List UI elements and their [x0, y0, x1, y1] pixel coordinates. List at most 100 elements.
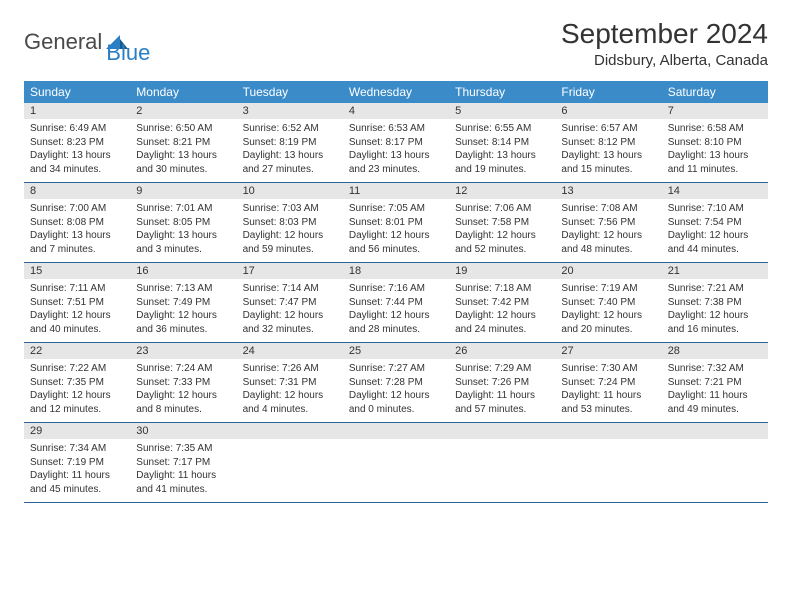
calendar-cell: 19Sunrise: 7:18 AMSunset: 7:42 PMDayligh…	[449, 263, 555, 343]
day-details: Sunrise: 7:01 AMSunset: 8:05 PMDaylight:…	[130, 199, 236, 262]
calendar-cell: 12Sunrise: 7:06 AMSunset: 7:58 PMDayligh…	[449, 183, 555, 263]
calendar-cell: 27Sunrise: 7:30 AMSunset: 7:24 PMDayligh…	[555, 343, 661, 423]
calendar-cell: 8Sunrise: 7:00 AMSunset: 8:08 PMDaylight…	[24, 183, 130, 263]
day-details: Sunrise: 7:21 AMSunset: 7:38 PMDaylight:…	[662, 279, 768, 342]
day-number: 20	[555, 263, 661, 279]
calendar-cell: 23Sunrise: 7:24 AMSunset: 7:33 PMDayligh…	[130, 343, 236, 423]
calendar-cell: 22Sunrise: 7:22 AMSunset: 7:35 PMDayligh…	[24, 343, 130, 423]
day-number: 8	[24, 183, 130, 199]
calendar-cell: 11Sunrise: 7:05 AMSunset: 8:01 PMDayligh…	[343, 183, 449, 263]
location: Didsbury, Alberta, Canada	[561, 52, 768, 69]
day-number: 10	[237, 183, 343, 199]
day-details: Sunrise: 7:18 AMSunset: 7:42 PMDaylight:…	[449, 279, 555, 342]
day-details: Sunrise: 6:49 AMSunset: 8:23 PMDaylight:…	[24, 119, 130, 182]
calendar-cell: 24Sunrise: 7:26 AMSunset: 7:31 PMDayligh…	[237, 343, 343, 423]
calendar-cell: 28Sunrise: 7:32 AMSunset: 7:21 PMDayligh…	[662, 343, 768, 423]
day-details: Sunrise: 7:30 AMSunset: 7:24 PMDaylight:…	[555, 359, 661, 422]
month-title: September 2024	[561, 18, 768, 50]
day-details: Sunrise: 6:53 AMSunset: 8:17 PMDaylight:…	[343, 119, 449, 182]
day-details: Sunrise: 7:35 AMSunset: 7:17 PMDaylight:…	[130, 439, 236, 502]
calendar-cell: 2Sunrise: 6:50 AMSunset: 8:21 PMDaylight…	[130, 103, 236, 183]
calendar-cell	[449, 423, 555, 503]
logo: General Blue	[24, 18, 150, 66]
calendar-cell: 6Sunrise: 6:57 AMSunset: 8:12 PMDaylight…	[555, 103, 661, 183]
day-number: 5	[449, 103, 555, 119]
calendar-table: SundayMondayTuesdayWednesdayThursdayFrid…	[24, 81, 768, 503]
day-number: 23	[130, 343, 236, 359]
day-details: Sunrise: 7:11 AMSunset: 7:51 PMDaylight:…	[24, 279, 130, 342]
day-number: 22	[24, 343, 130, 359]
day-details: Sunrise: 7:26 AMSunset: 7:31 PMDaylight:…	[237, 359, 343, 422]
day-details: Sunrise: 7:10 AMSunset: 7:54 PMDaylight:…	[662, 199, 768, 262]
weekday-header: Sunday	[24, 81, 130, 103]
day-number: 16	[130, 263, 236, 279]
day-number: 1	[24, 103, 130, 119]
day-number: 30	[130, 423, 236, 439]
calendar-cell: 14Sunrise: 7:10 AMSunset: 7:54 PMDayligh…	[662, 183, 768, 263]
weekday-header: Thursday	[449, 81, 555, 103]
day-number: 17	[237, 263, 343, 279]
day-number: 12	[449, 183, 555, 199]
day-details: Sunrise: 7:27 AMSunset: 7:28 PMDaylight:…	[343, 359, 449, 422]
calendar-cell: 20Sunrise: 7:19 AMSunset: 7:40 PMDayligh…	[555, 263, 661, 343]
day-number: 29	[24, 423, 130, 439]
calendar-row: 1Sunrise: 6:49 AMSunset: 8:23 PMDaylight…	[24, 103, 768, 183]
day-number: 25	[343, 343, 449, 359]
day-details: Sunrise: 7:03 AMSunset: 8:03 PMDaylight:…	[237, 199, 343, 262]
day-number: 18	[343, 263, 449, 279]
day-details: Sunrise: 7:24 AMSunset: 7:33 PMDaylight:…	[130, 359, 236, 422]
day-details: Sunrise: 6:57 AMSunset: 8:12 PMDaylight:…	[555, 119, 661, 182]
day-number: 13	[555, 183, 661, 199]
day-number: 19	[449, 263, 555, 279]
header: General Blue September 2024 Didsbury, Al…	[24, 18, 768, 69]
calendar-cell: 30Sunrise: 7:35 AMSunset: 7:17 PMDayligh…	[130, 423, 236, 503]
weekday-header: Monday	[130, 81, 236, 103]
weekday-header: Saturday	[662, 81, 768, 103]
day-details: Sunrise: 7:14 AMSunset: 7:47 PMDaylight:…	[237, 279, 343, 342]
calendar-cell: 18Sunrise: 7:16 AMSunset: 7:44 PMDayligh…	[343, 263, 449, 343]
day-details: Sunrise: 7:34 AMSunset: 7:19 PMDaylight:…	[24, 439, 130, 502]
day-number: 4	[343, 103, 449, 119]
day-number: 2	[130, 103, 236, 119]
weekday-header: Friday	[555, 81, 661, 103]
calendar-cell	[662, 423, 768, 503]
weekday-header: Tuesday	[237, 81, 343, 103]
calendar-cell: 16Sunrise: 7:13 AMSunset: 7:49 PMDayligh…	[130, 263, 236, 343]
day-number: 11	[343, 183, 449, 199]
day-number: 26	[449, 343, 555, 359]
day-number: 6	[555, 103, 661, 119]
calendar-cell: 4Sunrise: 6:53 AMSunset: 8:17 PMDaylight…	[343, 103, 449, 183]
day-details: Sunrise: 6:50 AMSunset: 8:21 PMDaylight:…	[130, 119, 236, 182]
day-number: 27	[555, 343, 661, 359]
calendar-row: 8Sunrise: 7:00 AMSunset: 8:08 PMDaylight…	[24, 183, 768, 263]
day-details: Sunrise: 7:32 AMSunset: 7:21 PMDaylight:…	[662, 359, 768, 422]
calendar-body: 1Sunrise: 6:49 AMSunset: 8:23 PMDaylight…	[24, 103, 768, 503]
calendar-cell: 5Sunrise: 6:55 AMSunset: 8:14 PMDaylight…	[449, 103, 555, 183]
calendar-cell: 9Sunrise: 7:01 AMSunset: 8:05 PMDaylight…	[130, 183, 236, 263]
calendar-cell: 29Sunrise: 7:34 AMSunset: 7:19 PMDayligh…	[24, 423, 130, 503]
calendar-cell: 7Sunrise: 6:58 AMSunset: 8:10 PMDaylight…	[662, 103, 768, 183]
weekday-header: Wednesday	[343, 81, 449, 103]
day-number: 9	[130, 183, 236, 199]
weekday-header-row: SundayMondayTuesdayWednesdayThursdayFrid…	[24, 81, 768, 103]
calendar-cell	[343, 423, 449, 503]
day-details: Sunrise: 7:19 AMSunset: 7:40 PMDaylight:…	[555, 279, 661, 342]
day-details: Sunrise: 6:55 AMSunset: 8:14 PMDaylight:…	[449, 119, 555, 182]
calendar-cell: 13Sunrise: 7:08 AMSunset: 7:56 PMDayligh…	[555, 183, 661, 263]
calendar-cell: 26Sunrise: 7:29 AMSunset: 7:26 PMDayligh…	[449, 343, 555, 423]
logo-text-blue: Blue	[106, 40, 150, 66]
calendar-cell	[555, 423, 661, 503]
calendar-cell	[237, 423, 343, 503]
day-details: Sunrise: 7:29 AMSunset: 7:26 PMDaylight:…	[449, 359, 555, 422]
title-block: September 2024 Didsbury, Alberta, Canada	[561, 18, 768, 69]
day-details: Sunrise: 7:06 AMSunset: 7:58 PMDaylight:…	[449, 199, 555, 262]
calendar-cell: 10Sunrise: 7:03 AMSunset: 8:03 PMDayligh…	[237, 183, 343, 263]
logo-text-general: General	[24, 29, 102, 55]
calendar-row: 15Sunrise: 7:11 AMSunset: 7:51 PMDayligh…	[24, 263, 768, 343]
calendar-cell: 1Sunrise: 6:49 AMSunset: 8:23 PMDaylight…	[24, 103, 130, 183]
day-number: 3	[237, 103, 343, 119]
day-number: 15	[24, 263, 130, 279]
day-number: 24	[237, 343, 343, 359]
day-details: Sunrise: 7:16 AMSunset: 7:44 PMDaylight:…	[343, 279, 449, 342]
day-details: Sunrise: 6:58 AMSunset: 8:10 PMDaylight:…	[662, 119, 768, 182]
